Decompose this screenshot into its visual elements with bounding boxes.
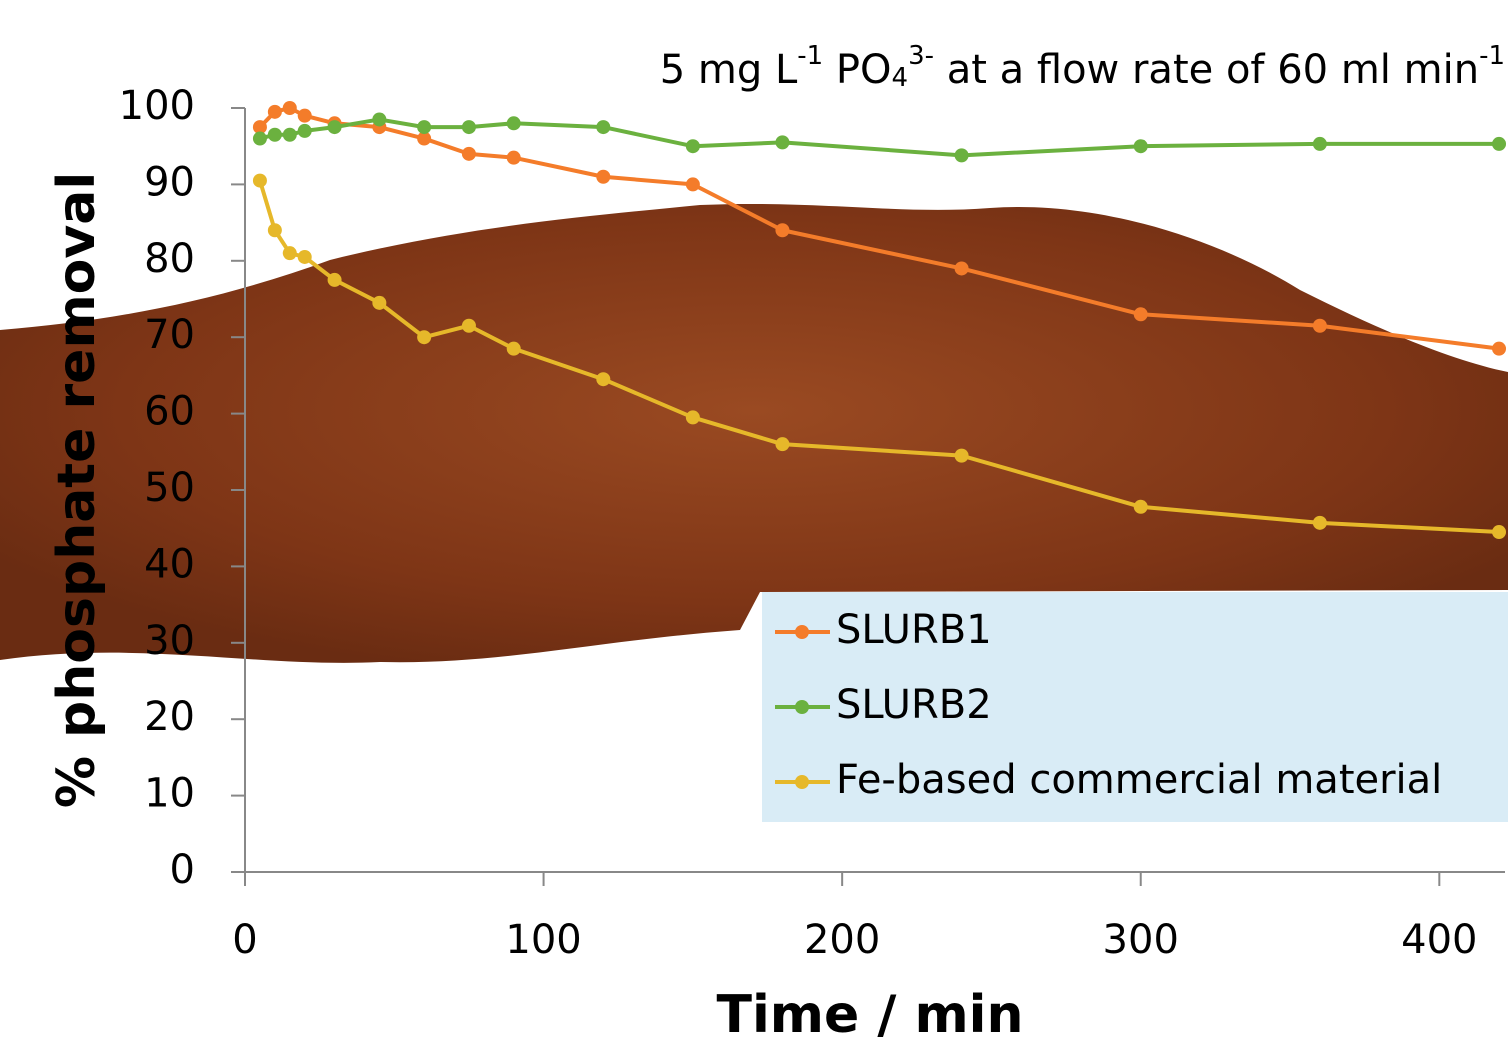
y-tick-label: 60 (144, 389, 195, 435)
legend-marker (795, 775, 809, 789)
data-point (955, 148, 969, 162)
data-point (1492, 342, 1506, 356)
data-point (1313, 516, 1327, 530)
data-point (1134, 500, 1148, 514)
data-point (328, 273, 342, 287)
legend-marker (795, 700, 809, 714)
x-tick-label: 200 (804, 917, 880, 963)
chart-title: 5 mg L-1 PO43- at a flow rate of 60 ml m… (660, 41, 1505, 93)
title-part: 5 mg L (660, 47, 798, 93)
y-axis-title: % phosphate removal (47, 172, 107, 808)
data-point (268, 223, 282, 237)
data-point (462, 319, 476, 333)
data-point (596, 120, 610, 134)
data-point (372, 112, 386, 126)
data-point (1492, 137, 1506, 151)
data-point (1313, 137, 1327, 151)
x-tick-label: 100 (505, 917, 581, 963)
y-tick-label: 0 (170, 847, 195, 893)
y-tick-label: 20 (144, 694, 195, 740)
data-point (283, 101, 297, 115)
data-point (268, 128, 282, 142)
data-point (955, 261, 969, 275)
data-point (1134, 307, 1148, 321)
data-point (507, 151, 521, 165)
data-point (507, 116, 521, 130)
data-point (1492, 525, 1506, 539)
data-point (462, 147, 476, 161)
data-point (253, 132, 267, 146)
y-tick-label: 80 (144, 236, 195, 282)
data-point (1313, 319, 1327, 333)
y-tick-label: 30 (144, 618, 195, 664)
y-tick-label: 70 (144, 312, 195, 358)
y-tick-label: 50 (144, 465, 195, 511)
data-point (298, 124, 312, 138)
x-tick-label: 300 (1103, 917, 1179, 963)
y-tick-label: 100 (119, 83, 195, 129)
data-point (596, 170, 610, 184)
chart: 5 mg L-1 PO43- at a flow rate of 60 ml m… (0, 0, 1508, 1044)
y-tick-label: 10 (144, 771, 195, 817)
title-part: 3- (908, 41, 934, 71)
data-point (298, 250, 312, 264)
x-tick-label: 0 (232, 917, 257, 963)
data-point (417, 120, 431, 134)
legend-label: Fe-based commercial material (836, 757, 1442, 803)
data-point (298, 109, 312, 123)
title-part: -1 (797, 41, 823, 71)
title-part: at a flow rate of 60 ml min (934, 47, 1479, 93)
data-point (372, 296, 386, 310)
data-point (328, 120, 342, 134)
title-part: PO (823, 47, 891, 93)
series-line (260, 119, 1499, 155)
data-point (775, 135, 789, 149)
data-point (268, 105, 282, 119)
title-part: -1 (1479, 41, 1505, 71)
legend-label: SLURB1 (836, 607, 992, 653)
x-axis-title: Time / min (717, 985, 1024, 1044)
legend-marker (795, 625, 809, 639)
data-point (283, 128, 297, 142)
data-point (283, 246, 297, 260)
data-point (775, 223, 789, 237)
data-point (686, 410, 700, 424)
data-point (417, 330, 431, 344)
x-tick-label: 400 (1401, 917, 1477, 963)
data-point (253, 174, 267, 188)
data-point (462, 120, 476, 134)
data-point (955, 449, 969, 463)
y-tick-label: 90 (144, 159, 195, 205)
data-point (686, 139, 700, 153)
y-tick-label: 40 (144, 541, 195, 587)
data-point (1134, 139, 1148, 153)
data-point (686, 177, 700, 191)
title-part: 4 (892, 63, 909, 93)
data-point (507, 342, 521, 356)
data-point (775, 437, 789, 451)
legend-label: SLURB2 (836, 682, 992, 728)
data-point (596, 372, 610, 386)
